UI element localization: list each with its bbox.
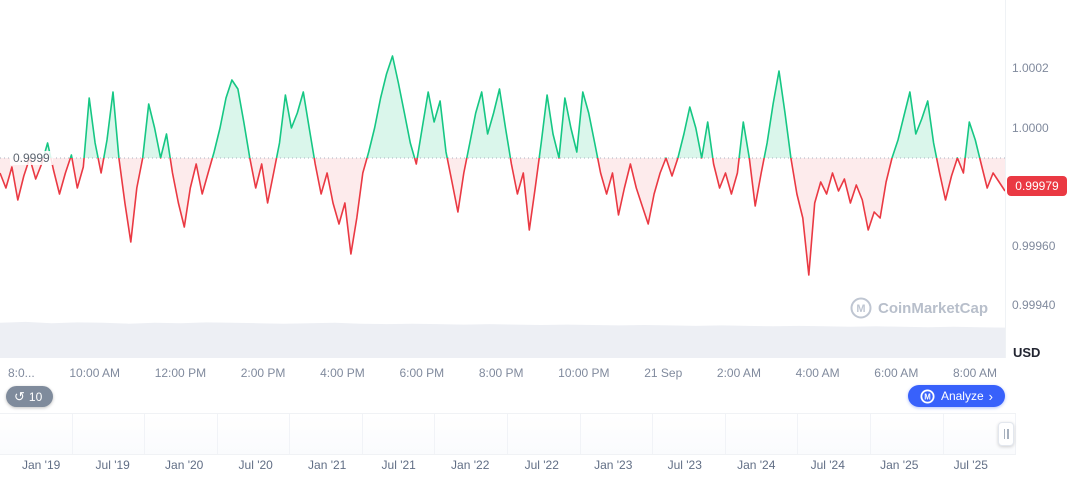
analyze-label: Analyze [940,389,984,403]
price-chart[interactable] [0,0,1005,310]
scrubber-cell[interactable] [218,414,291,454]
chevron-right-icon: › [988,388,993,404]
range-tick-label: Jan '23 [594,458,633,472]
history-icon: ↺ [14,389,25,404]
watermark-text: CoinMarketCap [878,299,989,317]
scrubber-cell[interactable] [944,414,1017,454]
handle-grip-icon [1007,429,1009,439]
watermark: M CoinMarketCap [850,297,988,319]
range-tick-label: Jul '20 [238,458,273,472]
x-tick-label: 4:00 PM [320,366,365,380]
y-axis-divider [1005,0,1006,358]
range-tick-label: Jul '25 [953,458,988,472]
time-axis: 8:0... 10:00 AM 12:00 PM 2:00 PM 4:00 PM… [0,366,1005,380]
range-tick-label: Jul '19 [95,458,130,472]
date-range-scrubber[interactable] [0,413,1017,455]
range-tick-label: Jul '24 [810,458,845,472]
current-price-badge: 0.99979 [1007,176,1067,196]
x-tick-label: 2:00 PM [240,366,286,380]
y-axis-label: 1.0000 [1012,121,1049,135]
x-tick-label: 2:00 AM [716,366,761,380]
history-badge[interactable]: ↺ 10 [6,386,54,407]
x-tick-label: 6:00 AM [874,366,919,380]
currency-unit-label: USD [1013,345,1041,360]
x-tick-label: 4:00 AM [795,366,840,380]
range-tick-label: Jan '25 [880,458,919,472]
y-axis-label: 1.0002 [1012,61,1049,75]
analyze-button[interactable]: M Analyze › [907,385,1005,407]
x-tick-label: 8:0... [8,366,35,380]
svg-text:M: M [856,303,865,315]
range-slider-handle[interactable] [998,422,1014,446]
range-tick-label: Jan '21 [308,458,347,472]
scrubber-cell[interactable] [581,414,654,454]
range-tick-label: Jan '24 [737,458,776,472]
scrubber-cell[interactable] [726,414,799,454]
svg-text:M: M [924,392,931,401]
range-tick-label: Jul '23 [667,458,702,472]
range-tick-label: Jan '19 [22,458,61,472]
x-tick-label: 10:00 PM [558,366,610,380]
baseline-price-label: 0.9999 [10,151,53,165]
range-tick-label: Jan '20 [165,458,204,472]
scrubber-cell[interactable] [653,414,726,454]
range-tick-label: Jan '22 [451,458,490,472]
scrubber-cell[interactable] [145,414,218,454]
x-tick-label: 6:00 PM [399,366,445,380]
x-tick-label: 12:00 PM [154,366,207,380]
x-tick-label: 8:00 AM [952,366,997,380]
x-tick-label: 10:00 AM [69,366,121,380]
scrubber-cell[interactable] [798,414,871,454]
date-range-axis: Jan '19 Jul '19 Jan '20 Jul '20 Jan '21 … [0,458,1010,472]
scrubber-cell[interactable] [363,414,436,454]
scrubber-cell[interactable] [290,414,363,454]
handle-grip-icon [1003,429,1005,439]
range-tick-label: Jul '22 [524,458,559,472]
coinmarketcap-logo-icon: M [850,297,872,319]
scrubber-cell[interactable] [508,414,581,454]
y-axis-label: 0.99960 [1012,239,1056,253]
history-count: 10 [28,389,43,404]
coinmarketcap-logo-icon: M [920,388,935,404]
scrubber-cell[interactable] [871,414,944,454]
range-tick-label: Jul '21 [381,458,416,472]
scrubber-cell[interactable] [435,414,509,454]
volume-chart[interactable] [0,308,1005,358]
y-axis-label: 0.99940 [1012,298,1056,312]
scrubber-cell[interactable] [0,414,73,454]
scrubber-cell[interactable] [73,414,146,454]
x-tick-label: 21 Sep [644,366,683,380]
x-tick-label: 8:00 PM [478,366,524,380]
